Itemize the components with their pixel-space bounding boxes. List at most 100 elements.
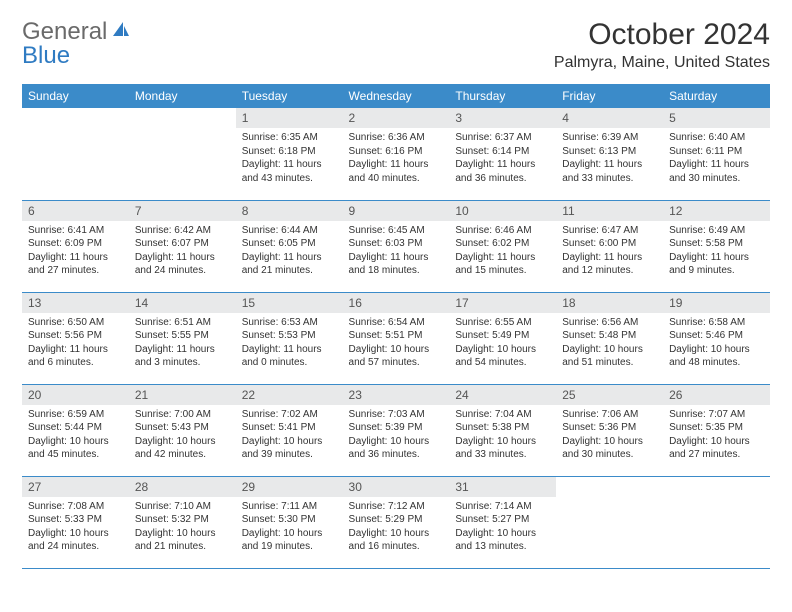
calendar-cell: 30Sunrise: 7:12 AMSunset: 5:29 PMDayligh… [343,476,450,568]
calendar-cell: 6Sunrise: 6:41 AMSunset: 6:09 PMDaylight… [22,200,129,292]
day-content: Sunrise: 6:41 AMSunset: 6:09 PMDaylight:… [22,221,129,282]
day-content: Sunrise: 6:37 AMSunset: 6:14 PMDaylight:… [449,128,556,189]
day-content: Sunrise: 6:56 AMSunset: 5:48 PMDaylight:… [556,313,663,374]
calendar-cell: 1Sunrise: 6:35 AMSunset: 6:18 PMDaylight… [236,108,343,200]
calendar-cell: 8Sunrise: 6:44 AMSunset: 6:05 PMDaylight… [236,200,343,292]
calendar-cell: 28Sunrise: 7:10 AMSunset: 5:32 PMDayligh… [129,476,236,568]
day-number: 5 [663,108,770,128]
calendar-table: SundayMondayTuesdayWednesdayThursdayFrid… [22,84,770,569]
day-header: Thursday [449,84,556,108]
day-header: Sunday [22,84,129,108]
calendar-cell: 7Sunrise: 6:42 AMSunset: 6:07 PMDaylight… [129,200,236,292]
day-number: 27 [22,477,129,497]
day-number: 3 [449,108,556,128]
calendar-cell: 13Sunrise: 6:50 AMSunset: 5:56 PMDayligh… [22,292,129,384]
calendar-cell: 20Sunrise: 6:59 AMSunset: 5:44 PMDayligh… [22,384,129,476]
day-number: 28 [129,477,236,497]
day-number: 13 [22,293,129,313]
calendar-header-row: SundayMondayTuesdayWednesdayThursdayFrid… [22,84,770,108]
day-content: Sunrise: 6:46 AMSunset: 6:02 PMDaylight:… [449,221,556,282]
day-number: 4 [556,108,663,128]
calendar-week-row: 1Sunrise: 6:35 AMSunset: 6:18 PMDaylight… [22,108,770,200]
day-number: 18 [556,293,663,313]
day-content: Sunrise: 6:40 AMSunset: 6:11 PMDaylight:… [663,128,770,189]
logo-text-blue: Blue [22,42,70,69]
day-number: 15 [236,293,343,313]
calendar-cell: 15Sunrise: 6:53 AMSunset: 5:53 PMDayligh… [236,292,343,384]
day-content: Sunrise: 7:00 AMSunset: 5:43 PMDaylight:… [129,405,236,466]
calendar-cell: 4Sunrise: 6:39 AMSunset: 6:13 PMDaylight… [556,108,663,200]
calendar-cell: 31Sunrise: 7:14 AMSunset: 5:27 PMDayligh… [449,476,556,568]
calendar-cell: 10Sunrise: 6:46 AMSunset: 6:02 PMDayligh… [449,200,556,292]
day-content: Sunrise: 6:42 AMSunset: 6:07 PMDaylight:… [129,221,236,282]
calendar-cell [556,476,663,568]
month-title: October 2024 [554,18,770,52]
calendar-cell [129,108,236,200]
day-number: 26 [663,385,770,405]
day-header: Tuesday [236,84,343,108]
day-number: 17 [449,293,556,313]
day-content: Sunrise: 6:35 AMSunset: 6:18 PMDaylight:… [236,128,343,189]
day-content: Sunrise: 7:14 AMSunset: 5:27 PMDaylight:… [449,497,556,558]
day-content: Sunrise: 6:51 AMSunset: 5:55 PMDaylight:… [129,313,236,374]
day-number: 8 [236,201,343,221]
calendar-cell: 3Sunrise: 6:37 AMSunset: 6:14 PMDaylight… [449,108,556,200]
day-number: 10 [449,201,556,221]
calendar-cell: 26Sunrise: 7:07 AMSunset: 5:35 PMDayligh… [663,384,770,476]
day-header: Monday [129,84,236,108]
calendar-cell: 25Sunrise: 7:06 AMSunset: 5:36 PMDayligh… [556,384,663,476]
day-content: Sunrise: 6:49 AMSunset: 5:58 PMDaylight:… [663,221,770,282]
day-content: Sunrise: 7:02 AMSunset: 5:41 PMDaylight:… [236,405,343,466]
calendar-cell: 27Sunrise: 7:08 AMSunset: 5:33 PMDayligh… [22,476,129,568]
calendar-cell: 2Sunrise: 6:36 AMSunset: 6:16 PMDaylight… [343,108,450,200]
day-number: 23 [343,385,450,405]
calendar-cell: 5Sunrise: 6:40 AMSunset: 6:11 PMDaylight… [663,108,770,200]
day-content: Sunrise: 6:58 AMSunset: 5:46 PMDaylight:… [663,313,770,374]
day-number: 7 [129,201,236,221]
day-number: 30 [343,477,450,497]
day-content: Sunrise: 6:54 AMSunset: 5:51 PMDaylight:… [343,313,450,374]
day-content: Sunrise: 7:04 AMSunset: 5:38 PMDaylight:… [449,405,556,466]
day-content: Sunrise: 6:45 AMSunset: 6:03 PMDaylight:… [343,221,450,282]
calendar-cell [22,108,129,200]
day-content: Sunrise: 7:10 AMSunset: 5:32 PMDaylight:… [129,497,236,558]
day-number: 1 [236,108,343,128]
calendar-cell: 17Sunrise: 6:55 AMSunset: 5:49 PMDayligh… [449,292,556,384]
day-content: Sunrise: 6:53 AMSunset: 5:53 PMDaylight:… [236,313,343,374]
calendar-cell: 23Sunrise: 7:03 AMSunset: 5:39 PMDayligh… [343,384,450,476]
day-content: Sunrise: 7:11 AMSunset: 5:30 PMDaylight:… [236,497,343,558]
day-content: Sunrise: 7:03 AMSunset: 5:39 PMDaylight:… [343,405,450,466]
header: General October 2024 Palmyra, Maine, Uni… [22,18,770,72]
day-number: 24 [449,385,556,405]
calendar-cell: 18Sunrise: 6:56 AMSunset: 5:48 PMDayligh… [556,292,663,384]
day-number: 21 [129,385,236,405]
calendar-cell: 11Sunrise: 6:47 AMSunset: 6:00 PMDayligh… [556,200,663,292]
location: Palmyra, Maine, United States [554,54,770,72]
calendar-cell: 14Sunrise: 6:51 AMSunset: 5:55 PMDayligh… [129,292,236,384]
calendar-week-row: 6Sunrise: 6:41 AMSunset: 6:09 PMDaylight… [22,200,770,292]
day-header: Friday [556,84,663,108]
day-number: 6 [22,201,129,221]
logo-sail-icon [111,20,131,45]
day-content: Sunrise: 6:36 AMSunset: 6:16 PMDaylight:… [343,128,450,189]
calendar-cell: 16Sunrise: 6:54 AMSunset: 5:51 PMDayligh… [343,292,450,384]
day-number: 14 [129,293,236,313]
day-content: Sunrise: 6:50 AMSunset: 5:56 PMDaylight:… [22,313,129,374]
calendar-cell: 12Sunrise: 6:49 AMSunset: 5:58 PMDayligh… [663,200,770,292]
day-number: 2 [343,108,450,128]
day-number: 9 [343,201,450,221]
calendar-week-row: 20Sunrise: 6:59 AMSunset: 5:44 PMDayligh… [22,384,770,476]
title-block: October 2024 Palmyra, Maine, United Stat… [554,18,770,72]
calendar-cell: 19Sunrise: 6:58 AMSunset: 5:46 PMDayligh… [663,292,770,384]
day-number: 19 [663,293,770,313]
day-content: Sunrise: 6:44 AMSunset: 6:05 PMDaylight:… [236,221,343,282]
day-number: 22 [236,385,343,405]
day-content: Sunrise: 6:47 AMSunset: 6:00 PMDaylight:… [556,221,663,282]
calendar-cell: 29Sunrise: 7:11 AMSunset: 5:30 PMDayligh… [236,476,343,568]
day-header: Wednesday [343,84,450,108]
day-content: Sunrise: 6:55 AMSunset: 5:49 PMDaylight:… [449,313,556,374]
logo-line2: Blue [22,42,70,70]
calendar-cell: 21Sunrise: 7:00 AMSunset: 5:43 PMDayligh… [129,384,236,476]
calendar-cell: 24Sunrise: 7:04 AMSunset: 5:38 PMDayligh… [449,384,556,476]
day-content: Sunrise: 7:06 AMSunset: 5:36 PMDaylight:… [556,405,663,466]
